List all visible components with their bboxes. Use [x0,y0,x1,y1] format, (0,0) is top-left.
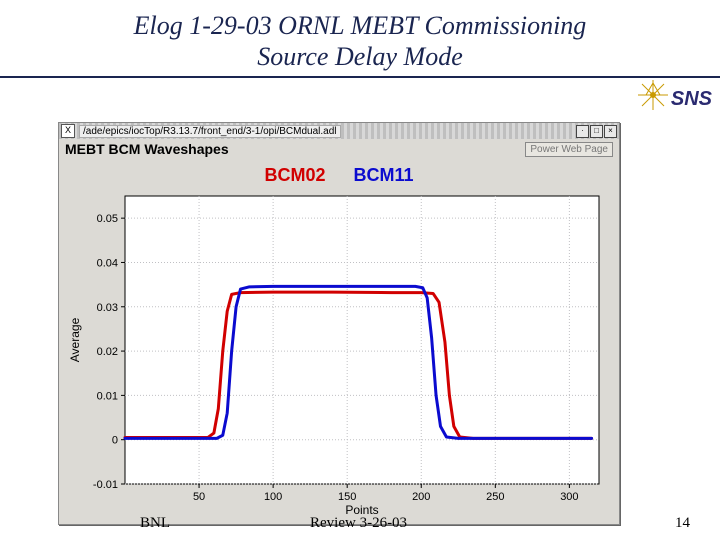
svg-text:0: 0 [112,435,118,447]
svg-text:50: 50 [193,491,205,503]
svg-text:0.01: 0.01 [97,390,118,402]
window-path: /ade/epics/iocTop/R3.13.7/front_end/3-1/… [79,125,341,138]
svg-text:150: 150 [338,491,356,503]
x-menu-icon[interactable]: X [61,124,75,138]
svg-text:0.05: 0.05 [97,213,118,225]
svg-text:300: 300 [560,491,578,503]
minimize-icon[interactable]: · [576,125,589,138]
close-icon[interactable]: × [604,125,617,138]
window-titlebar: X /ade/epics/iocTop/R3.13.7/front_end/3-… [59,123,619,139]
footer-left: BNL [140,515,170,532]
sns-spark-icon [638,80,668,110]
svg-text:0.04: 0.04 [97,257,118,269]
svg-text:200: 200 [412,491,430,503]
waveshape-chart: -0.01 0 0.01 0.02 0.03 0.04 0.05 50 100 150 200 250… [65,188,611,518]
app-window: X /ade/epics/iocTop/R3.13.7/front_end/3-… [58,122,620,525]
power-web-button[interactable]: Power Web Page [525,142,613,157]
series-label-bcm02: BCM02 [264,165,325,186]
title-rule [0,76,720,78]
footer-center: Review 3-26-03 [310,515,407,532]
series-labels: BCM02 BCM11 [65,161,613,188]
slide-title-2: Source Delay Mode [257,42,463,71]
svg-text:0.02: 0.02 [97,346,118,358]
slide-title-1: Elog 1-29-03 ORNL MEBT Commissioning [134,11,587,40]
maximize-icon[interactable]: □ [590,125,603,138]
svg-text:100: 100 [264,491,282,503]
svg-text:0.03: 0.03 [97,302,118,314]
wave-title: MEBT BCM Waveshapes [65,141,229,157]
footer-right: 14 [675,515,690,532]
svg-text:250: 250 [486,491,504,503]
sns-logo: SNS [671,88,712,111]
svg-text:Average: Average [68,317,82,362]
svg-text:-0.01: -0.01 [93,479,118,491]
series-label-bcm11: BCM11 [353,165,413,186]
